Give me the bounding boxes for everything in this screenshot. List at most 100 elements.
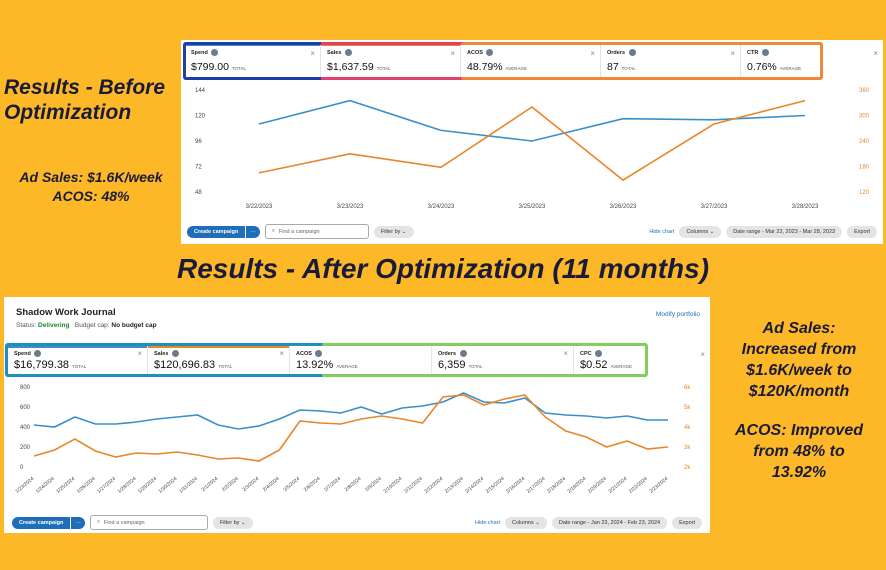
close-icon[interactable]: × <box>310 49 315 58</box>
right-axis-tick: 3k <box>684 445 691 451</box>
metric-card-sales[interactable]: Sales × $1,637.59 TOTAL <box>321 44 461 78</box>
close-icon[interactable]: × <box>873 49 878 58</box>
metric-sub: TOTAL <box>231 66 246 71</box>
metric-sub: TOTAL <box>376 66 391 71</box>
metric-card-orders[interactable]: Orders × 87 TOTAL <box>601 44 741 78</box>
after-stat-line-6: from 48% to <box>753 443 845 460</box>
right-axis-tick: 360 <box>859 88 870 94</box>
filter-label: Filter by <box>219 519 240 526</box>
x-axis-tick: 2/7/2024 <box>323 476 342 493</box>
before-stats: Ad Sales: $1.6K/week ACOS: 48% <box>2 168 180 206</box>
search-icon: ⌕ <box>96 519 100 525</box>
metric-value: $16,799.38 <box>14 359 70 371</box>
create-campaign-button[interactable]: Create campaign <box>12 516 71 529</box>
create-campaign-button[interactable]: Create campaign <box>187 225 246 238</box>
close-icon[interactable]: × <box>700 350 705 359</box>
more-options-button[interactable]: ··· <box>71 516 85 529</box>
metric-label: Sales <box>327 49 342 56</box>
x-axis-tick: 2/22/2024 <box>628 476 649 495</box>
metric-card-orders[interactable]: Orders × 6,359 TOTAL <box>432 346 574 374</box>
close-icon[interactable]: × <box>279 349 284 358</box>
close-icon[interactable]: × <box>137 349 142 358</box>
left-axis-tick: 400 <box>20 425 31 431</box>
left-axis-tick: 144 <box>195 88 206 94</box>
x-axis-tick: 2/9/2024 <box>364 476 383 493</box>
x-axis-tick: 1/29/2024 <box>137 476 158 495</box>
x-axis-tick: 2/16/2024 <box>505 476 526 495</box>
export-button[interactable]: Export <box>672 516 702 529</box>
metric-sub: TOTAL <box>72 364 87 369</box>
x-axis-tick: 1/25/2024 <box>55 476 76 495</box>
toolbar: Create campaign ··· ⌕ Find a campaign Fil… <box>181 224 883 239</box>
metric-card-acos[interactable]: ACOS × 48.79% AVERAGE <box>461 44 601 78</box>
x-axis-tick: 1/26/2024 <box>76 476 97 495</box>
filter-button[interactable]: Filter by ⌄ <box>212 516 253 529</box>
metric-sub: AVERAGE <box>505 66 527 71</box>
metric-sub: AVERAGE <box>610 364 633 369</box>
info-icon <box>211 49 219 56</box>
search-placeholder: Find a campaign <box>278 228 320 235</box>
modify-portfolio-link[interactable]: Modify portfolio <box>655 311 700 318</box>
metric-sub: AVERAGE <box>336 364 358 369</box>
columns-button[interactable]: Columns ⌄ <box>679 225 722 238</box>
info-icon <box>595 350 603 357</box>
metric-card-acos[interactable]: ACOS 13.92% AVERAGE <box>290 346 432 374</box>
info-icon <box>171 350 179 357</box>
campaign-search-input[interactable]: ⌕ Find a campaign <box>89 515 208 530</box>
after-chart: 800 600 400 200 0 6k 5k 4k 3k 2k 1/23/2024 1/24/202… <box>14 385 691 495</box>
info-icon <box>34 350 42 357</box>
hide-chart-link[interactable]: Hide chart <box>474 519 501 526</box>
portfolio-status: Status: Delivering Budget cap: No budget… <box>16 322 157 329</box>
status-label: Status: <box>16 322 37 329</box>
right-axis-tick: 5k <box>684 405 691 411</box>
after-heading: Results - After Optimization (11 months) <box>176 253 710 284</box>
metric-label: Spend <box>14 350 31 357</box>
metric-value: 6,359 <box>438 359 466 371</box>
left-axis-tick: 96 <box>195 139 202 145</box>
x-axis-tick: 1/23/2024 <box>14 476 35 495</box>
metric-label: Spend <box>191 49 208 56</box>
chevron-down-icon: ⌄ <box>240 519 246 526</box>
metric-card-spend[interactable]: Spend × $799.00 TOTAL <box>185 44 321 78</box>
metric-label: Orders <box>438 350 457 357</box>
date-range-button[interactable]: Date range - Mar 22, 2023 - Mar 28, 2023 <box>726 225 843 238</box>
right-axis-tick: 240 <box>859 139 870 145</box>
metric-sub: AVERAGE <box>779 66 802 71</box>
close-icon[interactable]: × <box>563 349 568 358</box>
series-line-spend <box>33 392 668 430</box>
chevron-down-icon: ⌄ <box>401 228 407 235</box>
metric-label: ACOS <box>296 350 312 357</box>
x-axis-tick: 3/22/2023 <box>246 204 273 210</box>
before-dashboard-panel: Spend × $799.00 TOTAL Sales × $1,637.59 … <box>181 40 883 244</box>
more-options-button[interactable]: ··· <box>246 225 260 238</box>
metric-card-sales[interactable]: Sales × $120,696.83 TOTAL <box>148 346 290 374</box>
columns-button[interactable]: Columns ⌄ <box>505 516 547 529</box>
info-icon <box>459 350 467 357</box>
left-axis-tick: 72 <box>195 165 202 171</box>
close-icon[interactable]: × <box>730 49 735 58</box>
search-placeholder: Find a campaign <box>103 519 145 526</box>
toolbar: Create campaign ··· ⌕ Find a campaign Fil… <box>4 515 710 530</box>
hide-chart-link[interactable]: Hide chart <box>649 228 675 235</box>
x-axis-tick: 2/5/2024 <box>282 476 301 493</box>
filter-button[interactable]: Filter by ⌄ <box>373 225 414 238</box>
metric-value: 0.76% <box>747 61 777 73</box>
close-icon[interactable]: × <box>450 49 455 58</box>
info-icon <box>315 350 323 357</box>
budget-label: Budget cap: <box>74 322 110 329</box>
export-button[interactable]: Export <box>847 225 877 238</box>
metric-card-cpc[interactable]: CPC $0.52 AVERAGE <box>574 346 646 374</box>
info-icon <box>344 49 352 56</box>
x-axis-tick: 2/3/2024 <box>241 476 260 493</box>
chevron-down-icon: ⌄ <box>709 228 715 235</box>
series-line-sales <box>258 99 806 182</box>
metric-card-spend[interactable]: Spend × $16,799.38 TOTAL <box>8 346 148 374</box>
columns-label: Columns <box>686 228 709 235</box>
campaign-search-input[interactable]: ⌕ Find a campaign <box>264 224 369 239</box>
date-range-button[interactable]: Date range - Jan 23, 2024 - Feb 23, 2024 <box>551 516 668 529</box>
metric-card-ctr[interactable]: CTR 0.76% AVERAGE <box>741 44 821 78</box>
after-dashboard-panel: Shadow Work Journal Status: Delivering B… <box>4 297 710 533</box>
before-heading: Results - Before Optimization <box>4 76 166 124</box>
metric-value: $120,696.83 <box>154 359 216 371</box>
close-icon[interactable]: × <box>590 49 595 58</box>
